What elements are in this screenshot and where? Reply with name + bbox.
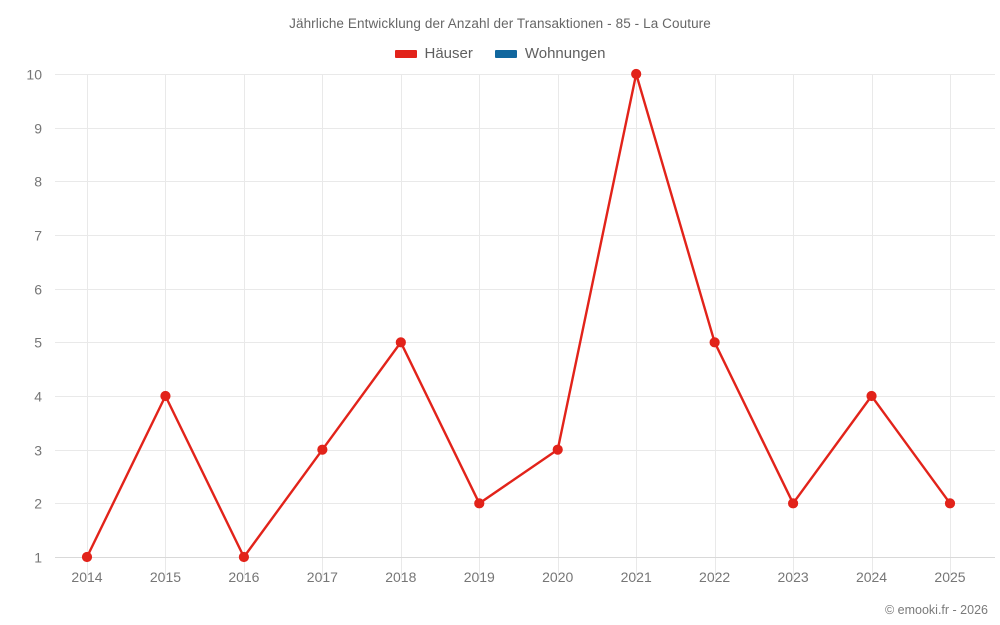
data-point[interactable]: [81, 551, 93, 563]
legend-swatch-icon-hauser: [394, 49, 417, 58]
data-point[interactable]: [238, 551, 250, 563]
y-tick-label: 4: [34, 389, 42, 405]
series-line-häuser: [85, 72, 952, 559]
x-tick-label: 2017: [307, 569, 338, 585]
data-point[interactable]: [787, 498, 799, 509]
x-tick-label: 2019: [464, 569, 495, 585]
data-point[interactable]: [474, 498, 485, 509]
legend-label-hauser: Häuser: [424, 45, 473, 62]
y-tick-label: 8: [34, 174, 42, 190]
data-point[interactable]: [160, 390, 171, 402]
y-tick-label: 5: [34, 335, 42, 351]
x-tick-label: 2020: [542, 569, 573, 585]
y-tick-label: 1: [34, 550, 42, 566]
y-axis-tick-labels: 1 2 3 4 5 6 7 8 9 10: [26, 67, 42, 566]
data-point[interactable]: [631, 68, 642, 80]
legend-swatch-icon-wohnungen: [494, 49, 517, 58]
data-point[interactable]: [317, 444, 328, 455]
data-point[interactable]: [709, 337, 720, 348]
x-tick-label: 2025: [934, 569, 965, 585]
data-series: [81, 68, 956, 563]
x-tick-label: 2023: [778, 569, 809, 585]
gridlines: [55, 74, 995, 579]
footer-copyright: © emooki.fr - 2026: [884, 603, 988, 617]
x-tick-label: 2015: [150, 569, 181, 585]
x-axis-tick-labels: 2014 2015 2016 2017 2018 2019 2020 2021 2022 2023…: [71, 569, 965, 585]
chart-legend: Häuser Wohnungen: [0, 45, 1000, 62]
data-point[interactable]: [552, 444, 563, 455]
legend-label-wohnungen: Wohnungen: [524, 45, 606, 62]
y-tick-label: 3: [34, 443, 42, 459]
x-tick-label: 2016: [228, 569, 259, 585]
data-point[interactable]: [944, 498, 956, 509]
x-tick-label: 2021: [621, 569, 652, 585]
data-point[interactable]: [395, 337, 406, 348]
y-tick-label: 2: [34, 496, 42, 512]
x-tick-label: 2022: [699, 569, 730, 585]
data-point[interactable]: [866, 390, 877, 402]
legend-item-wohnungen[interactable]: Wohnungen: [494, 45, 606, 62]
y-tick-label: 10: [26, 67, 42, 83]
chart-title: Jährliche Entwicklung der Anzahl der Tra…: [289, 16, 711, 31]
y-tick-label: 6: [34, 282, 42, 298]
y-tick-label: 9: [34, 121, 42, 137]
legend-item-hauser[interactable]: Häuser: [394, 45, 473, 62]
y-tick-label: 7: [34, 228, 42, 244]
x-tick-label: 2024: [856, 569, 887, 585]
x-tick-label: 2014: [71, 569, 102, 585]
x-tick-label: 2018: [385, 569, 416, 585]
